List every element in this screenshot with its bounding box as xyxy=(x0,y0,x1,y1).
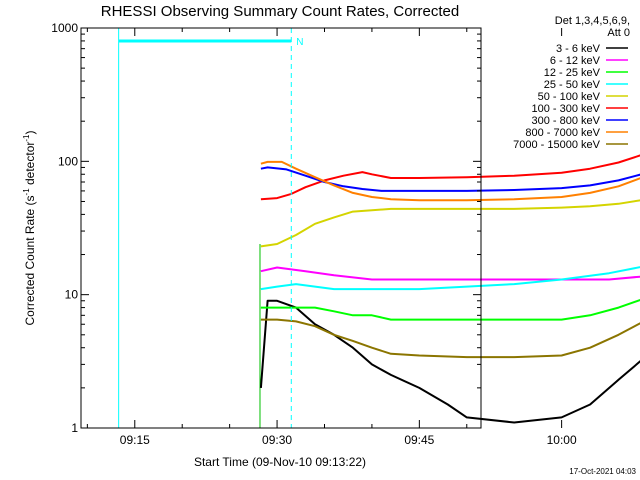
series-line-4 xyxy=(260,266,640,291)
x-tick-label: 09:15 xyxy=(120,433,150,447)
y-tick-label: 1000 xyxy=(51,21,78,35)
legend-attenuator: Att 0 xyxy=(607,27,630,39)
generation-timestamp: 17-Oct-2021 04:03 xyxy=(569,467,636,476)
series-line-6 xyxy=(260,154,640,201)
x-axis-label: Start Time (09-Nov-10 09:13:22) xyxy=(194,455,366,469)
legend-label: 3 - 6 keV xyxy=(556,43,601,55)
chart-title: RHESSI Observing Summary Count Rates, Co… xyxy=(101,3,459,20)
series-line-8 xyxy=(260,160,640,202)
legend-label: 25 - 50 keV xyxy=(544,79,601,91)
series-line-7 xyxy=(260,166,640,192)
y-axis-label: Corrected Count Rate (s-1 detector-1) xyxy=(22,130,37,325)
series-line-1 xyxy=(259,299,640,424)
legend-label: 12 - 25 keV xyxy=(544,67,601,79)
legend-label: 6 - 12 keV xyxy=(550,55,601,67)
series-line-9 xyxy=(260,318,640,359)
night-markers: N xyxy=(118,28,304,428)
legend-label: 100 - 300 keV xyxy=(532,103,601,115)
series-traces xyxy=(259,154,640,428)
series-line-2 xyxy=(260,266,640,281)
legend-detectors: Det 1,3,4,5,6,9, xyxy=(555,15,630,27)
x-tick-label: 10:00 xyxy=(547,433,577,447)
series-line-5 xyxy=(260,199,640,248)
x-tick-label: 09:45 xyxy=(404,433,434,447)
plot-frame xyxy=(80,27,482,429)
y-tick-label: 10 xyxy=(65,288,79,302)
x-tick-label: 09:30 xyxy=(262,433,292,447)
series-line-3 xyxy=(260,298,640,321)
legend-label: 800 - 7000 keV xyxy=(525,127,600,139)
axes: 09:1509:3009:4510:0010:1510:3010:4511010… xyxy=(51,21,577,447)
legend-label: 7000 - 15000 keV xyxy=(513,139,601,151)
legend-label: 50 - 100 keV xyxy=(538,91,601,103)
night-label: N xyxy=(296,37,303,48)
y-tick-label: 100 xyxy=(58,154,78,168)
legend-label: 300 - 800 keV xyxy=(532,115,601,127)
y-tick-label: 1 xyxy=(71,421,78,435)
